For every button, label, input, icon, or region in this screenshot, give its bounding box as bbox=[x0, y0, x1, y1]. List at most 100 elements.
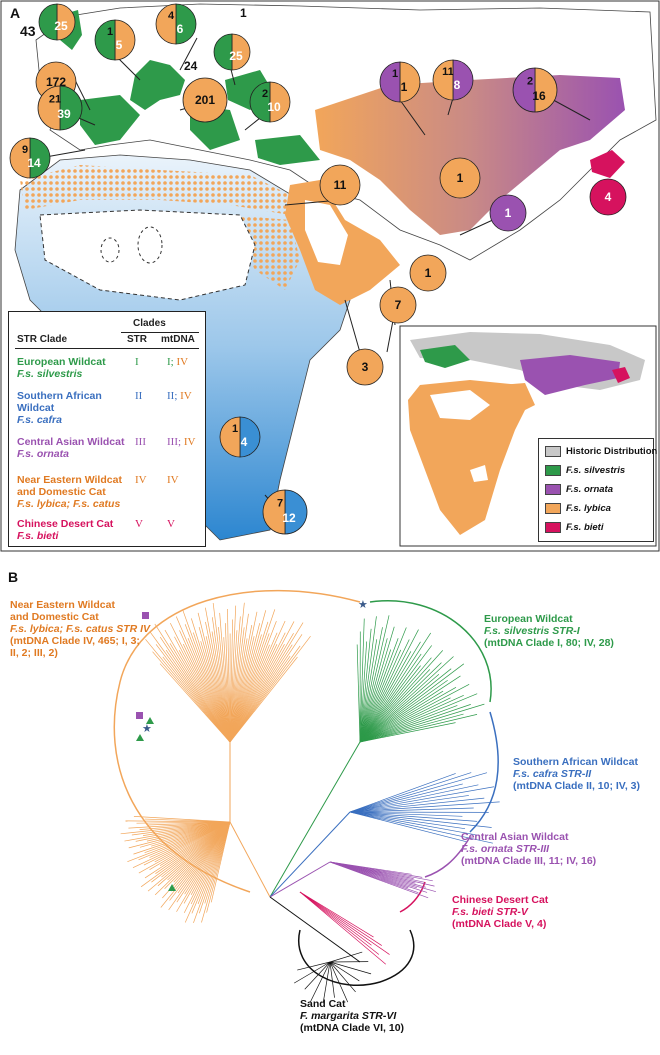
branch-southern-african bbox=[350, 784, 463, 812]
svg-text:(mtDNA Clade V, 4): (mtDNA Clade V, 4) bbox=[452, 918, 546, 930]
pie-kaz: 11 bbox=[380, 62, 420, 102]
svg-text:(mtDNA Clade I, 80; IV, 28): (mtDNA Clade I, 80; IV, 28) bbox=[484, 637, 614, 649]
inset-legend-historic: Historic Distribution bbox=[545, 445, 657, 459]
pie-uae: 1 bbox=[410, 255, 446, 291]
legend-divider bbox=[121, 332, 199, 333]
label-near-eastern: Near Eastern Wildcat and Domestic Cat F.… bbox=[10, 599, 151, 659]
panel-b-tree: B ★ ★ Near Eastern Wildcat and Domestic … bbox=[0, 562, 660, 1050]
pie-count-upper: 11 bbox=[442, 66, 454, 78]
pie-isr: 11 bbox=[320, 165, 360, 205]
pie-count-lower: 1 bbox=[505, 206, 512, 220]
pie-ind: 1 bbox=[490, 195, 526, 231]
pie-count-lower: 5 bbox=[116, 38, 123, 52]
mtdna-header: mtDNA bbox=[161, 334, 195, 345]
tree-svg: B ★ ★ Near Eastern Wildcat and Domestic … bbox=[0, 562, 660, 1050]
branch-european bbox=[357, 645, 360, 742]
panel-b-label: B bbox=[8, 569, 18, 585]
bracket-near-eastern bbox=[114, 591, 360, 892]
pie-count-lower: 7 bbox=[395, 298, 402, 312]
pie-den: 46 bbox=[156, 4, 196, 44]
str-header: STR bbox=[127, 334, 147, 345]
tree-stem bbox=[270, 897, 360, 962]
legend-latin: F.s. cafra bbox=[17, 414, 203, 426]
legend-name: European Wildcat bbox=[17, 356, 127, 368]
legend-mtdna: IV bbox=[167, 474, 179, 486]
pie-count-lower: 6 bbox=[177, 22, 184, 36]
str-clade-legend: Clades STR Clade STR mtDNA European Wild… bbox=[8, 311, 206, 547]
svg-text:II, 2; III, 2): II, 2; III, 2) bbox=[10, 647, 58, 659]
pie-count-lower: 1 bbox=[401, 80, 408, 94]
bracket-southern-african bbox=[470, 712, 498, 832]
svg-text:F.s. silvestris STR-I: F.s. silvestris STR-I bbox=[484, 625, 581, 637]
tree-branches bbox=[121, 603, 500, 1003]
branch-chinese-desert bbox=[300, 892, 390, 955]
svg-text:Chinese Desert Cat: Chinese Desert Cat bbox=[452, 894, 549, 906]
svg-text:European Wildcat: European Wildcat bbox=[484, 613, 573, 625]
pie-count-lower: 25 bbox=[229, 49, 243, 63]
label-chinese-desert: Chinese Desert Cat F.s. bieti STR-V (mtD… bbox=[452, 894, 549, 930]
legend-str: IV bbox=[135, 474, 147, 486]
legend-name: Southern African Wildcat bbox=[17, 390, 127, 414]
svg-text:F.s. lybica; F.s. catus STR IV: F.s. lybica; F.s. catus STR IV bbox=[10, 623, 151, 635]
branch-near-eastern bbox=[155, 624, 230, 742]
pie-spa: 914 bbox=[10, 138, 50, 178]
panel-a-label: A bbox=[10, 5, 20, 21]
clades-header: Clades bbox=[133, 318, 166, 329]
pie-count-upper: 9 bbox=[22, 144, 28, 156]
pie-count-upper: 1 bbox=[392, 68, 398, 80]
pie-outside-label-pol: 1 bbox=[240, 6, 247, 20]
tree-stem bbox=[270, 742, 360, 897]
tree-stem bbox=[270, 862, 330, 897]
svg-text:(mtDNA Clade III, 11; IV, 16): (mtDNA Clade III, 11; IV, 16) bbox=[461, 855, 596, 867]
pie-count-lower: 201 bbox=[195, 93, 215, 107]
legend-str: I bbox=[135, 356, 139, 368]
green-triangle-marker bbox=[136, 734, 144, 741]
branch-european bbox=[360, 674, 439, 742]
legend-mtdna: I; IV bbox=[167, 356, 188, 368]
pie-count-lower: 39 bbox=[57, 107, 71, 121]
pie-count-lower: 14 bbox=[27, 156, 41, 170]
legend-str: V bbox=[135, 518, 143, 530]
legend-str: II bbox=[135, 390, 142, 402]
svg-text:Southern African Wildcat: Southern African Wildcat bbox=[513, 756, 638, 768]
pie-count-lower: 12 bbox=[282, 511, 296, 525]
legend-name: Central Asian Wildcat bbox=[17, 436, 127, 448]
pie-sau: 3 bbox=[347, 349, 383, 385]
branch-sand-cat bbox=[330, 962, 356, 992]
legend-mtdna: II; IV bbox=[167, 390, 192, 402]
pie-count-upper: 7 bbox=[277, 498, 283, 510]
pie-count-lower: 10 bbox=[267, 100, 281, 114]
pie-count-upper: 2 bbox=[262, 88, 268, 100]
pie-bal: 210 bbox=[250, 82, 290, 122]
svg-text:F.s. ornata STR-III: F.s. ornata STR-III bbox=[461, 843, 550, 855]
branch-european bbox=[360, 627, 394, 742]
branch-near-eastern bbox=[230, 633, 285, 742]
svg-text:F.s. bieti STR-V: F.s. bieti STR-V bbox=[452, 906, 529, 918]
legend-row-southern-african: Southern African Wildcat F.s. cafra II I… bbox=[17, 390, 203, 426]
pie-bie: 4 bbox=[590, 179, 626, 215]
pie-ger: 201 bbox=[183, 78, 227, 122]
svg-text:Central Asian Wildcat: Central Asian Wildcat bbox=[461, 831, 569, 843]
legend-mtdna: III; IV bbox=[167, 436, 195, 448]
legend-divider bbox=[15, 348, 199, 349]
svg-text:(mtDNA Clade II, 10; IV, 3): (mtDNA Clade II, 10; IV, 3) bbox=[513, 780, 640, 792]
svg-text:(mtDNA Clade IV, 465; I, 3;: (mtDNA Clade IV, 465; I, 3; bbox=[10, 635, 140, 647]
legend-mtdna: V bbox=[167, 518, 175, 530]
branch-chinese-desert bbox=[300, 892, 374, 937]
svg-text:and Domestic Cat: and Domestic Cat bbox=[10, 611, 99, 623]
pie-outside-label-uk: 43 bbox=[20, 23, 36, 39]
label-european: European Wildcat F.s. silvestris STR-I (… bbox=[484, 613, 614, 649]
pie-count-upper: 21 bbox=[49, 94, 61, 106]
pie-count-lower: 11 bbox=[334, 178, 347, 192]
purple-square-marker bbox=[136, 712, 143, 719]
star-marker: ★ bbox=[142, 723, 152, 735]
pie-mon: 118 bbox=[433, 60, 473, 100]
svg-text:(mtDNA Clade VI, 10): (mtDNA Clade VI, 10) bbox=[300, 1022, 404, 1034]
svg-text:F.s. cafra STR-II: F.s. cafra STR-II bbox=[513, 768, 592, 780]
pie-saf: 712 bbox=[263, 490, 307, 534]
tree-stem bbox=[230, 822, 270, 897]
label-southern-african: Southern African Wildcat F.s. cafra STR-… bbox=[513, 756, 640, 792]
legend-row-chinese-desert: Chinese Desert Cat F.s. bieti V V bbox=[17, 518, 203, 542]
